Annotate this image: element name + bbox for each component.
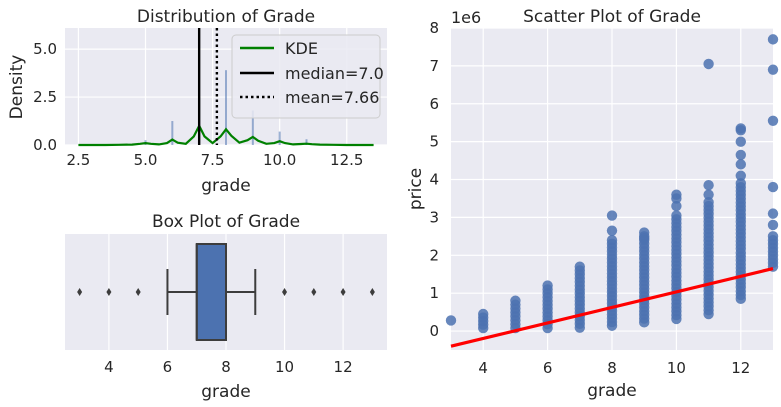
histogram-bar: [278, 131, 281, 145]
scatter-point: [606, 234, 618, 246]
boxplot-x-tick-label: 4: [104, 358, 114, 376]
distribution-x-tick-label: 5.0: [134, 151, 158, 169]
scatter-point: [574, 261, 585, 272]
scatter-point: [671, 200, 682, 212]
boxplot-outlier: [135, 288, 141, 296]
scatter-point: [767, 115, 779, 127]
scatter-y-tick-label: 3: [429, 208, 439, 226]
scatter-point: [735, 159, 746, 170]
histogram-bar: [251, 110, 254, 145]
scatter-y-tick-label: 8: [429, 19, 439, 37]
distribution-panel: 2.5 5.0 7.5 10.0 12.5 0.0 2.5 5.0 Distribution…: [7, 7, 387, 196]
distribution-y-tick-label: 5.0: [33, 40, 57, 58]
scatter-x-ticks: 4 6 8 10 12: [478, 359, 750, 377]
distribution-x-tick-label: 7.5: [201, 151, 225, 169]
scatter-y-offset-text: 1e6: [451, 8, 481, 27]
distribution-x-label: grade: [201, 176, 250, 196]
regression-line: [450, 266, 774, 348]
scatter-point: [767, 208, 779, 219]
boxplot-x-tick-label: 6: [163, 358, 173, 376]
distribution-legend: KDE median=7.0 mean=7.66: [231, 34, 384, 119]
distribution-title: Distribution of Grade: [137, 7, 315, 27]
scatter-x-tick-label: 4: [478, 359, 488, 377]
legend-kde-label: KDE: [285, 39, 318, 58]
scatter-point: [606, 225, 618, 236]
boxplot-x-tick-label: 10: [275, 358, 294, 376]
scatter-point: [703, 197, 714, 208]
scatter-point: [735, 149, 746, 161]
scatter-point: [767, 219, 779, 231]
scatter-y-tick-label: 0: [429, 322, 439, 340]
legend-median-label: median=7.0: [285, 64, 384, 83]
histogram-bar: [171, 121, 174, 145]
boxplot-x-ticks: 4 6 8 10 12: [104, 358, 353, 376]
boxplot-title: Box Plot of Grade: [152, 212, 300, 232]
scatter-point: [767, 64, 779, 75]
kde-curve: [78, 123, 374, 147]
scatter-point: [703, 58, 714, 70]
legend-mean-label: mean=7.66: [285, 88, 379, 107]
scatter-x-label: grade: [587, 381, 636, 401]
scatter-point: [767, 181, 779, 193]
boxplot-outlier: [77, 288, 83, 296]
boxplot-outlier: [340, 288, 346, 296]
distribution-y-tick-label: 2.5: [33, 88, 57, 106]
scatter-x-tick-label: 8: [607, 359, 617, 377]
distribution-y-label: Density: [7, 55, 27, 120]
scatter-point: [735, 170, 746, 181]
boxplot-outlier: [369, 288, 375, 296]
scatter-point: [703, 180, 714, 191]
scatter-point: [671, 210, 682, 221]
scatter-y-label: price: [406, 168, 426, 210]
boxplot-outlier: [311, 288, 317, 296]
distribution-x-tick-label: 2.5: [66, 151, 90, 169]
distribution-x-tick-label: 10.0: [263, 151, 296, 169]
scatter-point: [606, 210, 618, 221]
boxplot-iqr-box: [195, 243, 228, 341]
scatter-y-tick-label: 5: [429, 133, 439, 151]
distribution-x-ticks: 2.5 5.0 7.5 10.0 12.5: [66, 151, 363, 169]
boxplot-outlier: [106, 288, 112, 296]
distribution-y-ticks: 0.0 2.5 5.0: [33, 40, 57, 154]
scatter-x-tick-label: 6: [543, 359, 553, 377]
scatter-y-tick-label: 1: [429, 284, 439, 302]
boxplot-x-tick-label: 8: [221, 358, 231, 376]
scatter-title: Scatter Plot of Grade: [523, 7, 701, 27]
scatter-point: [735, 136, 746, 147]
histogram-bar: [225, 70, 227, 145]
scatter-y-ticks: 0 1 2 3 4 5 6 7 8: [429, 19, 439, 340]
scatter-y-tick-label: 2: [429, 246, 439, 264]
histogram-bar: [305, 139, 308, 145]
boxplot-panel: 4 6 8 10 12 Box Plot of Grade grade: [65, 212, 387, 402]
boxplot-outliers: [77, 288, 375, 296]
scatter-y-tick-label: 4: [429, 171, 439, 189]
scatter-point: [735, 123, 746, 134]
scatter-x-tick-label: 10: [667, 359, 686, 377]
boxplot-x-tick-label: 12: [334, 358, 353, 376]
scatter-point: [478, 308, 489, 320]
scatter-point: [445, 315, 457, 326]
scatter-y-tick-label: 7: [429, 57, 439, 75]
distribution-y-tick-label: 0.0: [33, 136, 57, 154]
scatter-point: [767, 231, 779, 242]
scatter-x-tick-label: 12: [731, 359, 750, 377]
scatter-point: [735, 178, 746, 189]
scatter-point: [639, 233, 650, 244]
scatter-point: [703, 189, 714, 200]
boxplot-body: [166, 243, 257, 341]
scatter-point: [767, 34, 779, 45]
distribution-x-tick-label: 12.5: [330, 151, 363, 169]
scatter-point: [542, 280, 553, 291]
boxplot-outlier: [282, 288, 288, 296]
scatter-y-tick-label: 6: [429, 95, 439, 113]
scatter-point: [510, 295, 521, 306]
boxplot-x-label: grade: [201, 382, 250, 402]
scatter-point: [671, 189, 682, 200]
